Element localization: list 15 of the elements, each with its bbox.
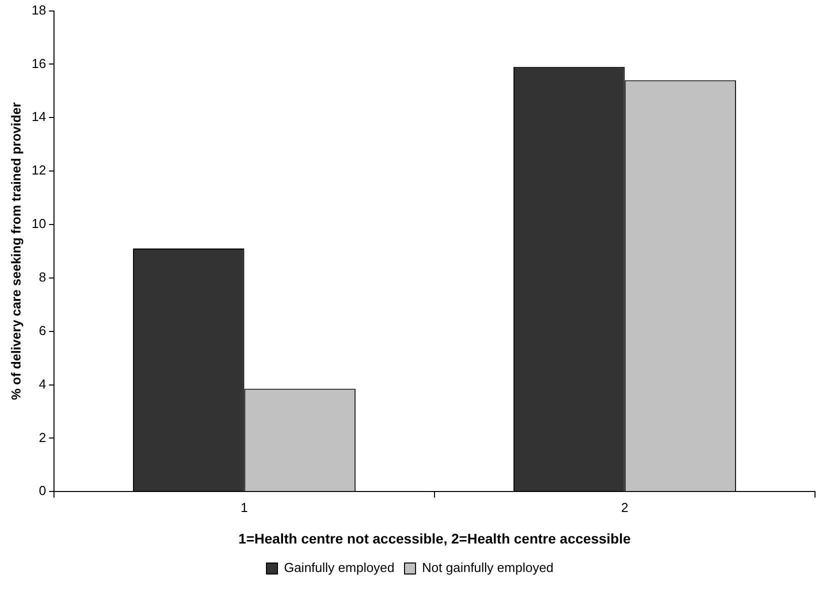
y-tick-label: 4 xyxy=(38,376,46,392)
y-tick-label: 6 xyxy=(38,322,46,338)
y-axis-title: % of delivery care seeking from trained provider xyxy=(8,102,24,400)
y-tick-label: 10 xyxy=(32,216,46,232)
y-tick-label: 14 xyxy=(32,109,46,124)
y-tick-label: 12 xyxy=(32,162,46,178)
y-tick-label: 16 xyxy=(32,56,46,71)
y-tick-label: 0 xyxy=(38,483,46,498)
y-tick-label: 2 xyxy=(38,430,46,445)
x-axis-title: 1=Health centre not accessible, 2=Health centre accessible xyxy=(238,530,631,546)
x-tick-label: 1 xyxy=(240,500,248,515)
legend-label: Gainfully employed xyxy=(284,560,395,576)
y-tick-label: 18 xyxy=(32,2,46,18)
legend-label: Not gainfully employed xyxy=(422,560,554,576)
y-tick-label: 8 xyxy=(38,269,46,284)
